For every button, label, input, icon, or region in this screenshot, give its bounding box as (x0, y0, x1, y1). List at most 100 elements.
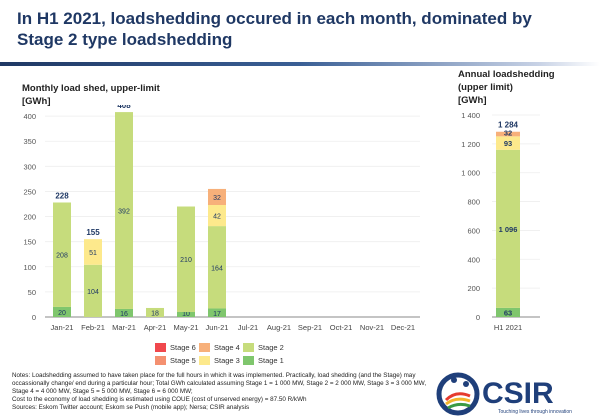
notes-cost: Cost to the economy of load shedding is … (12, 396, 307, 403)
y-tick-label: 1 400 (461, 111, 480, 120)
bar-segment-stage-2 (208, 226, 226, 309)
total-label: 1 284 (498, 121, 519, 130)
bar-segment-stage-1 (53, 306, 71, 317)
monthly-chart-unit: [GWh] (22, 96, 51, 107)
legend-swatch (243, 343, 254, 352)
legend-label: Stage 4 (214, 343, 240, 352)
y-tick-label: 1 200 (461, 140, 480, 149)
legend-swatch (155, 343, 166, 352)
legend-label: Stage 6 (170, 343, 196, 352)
x-tick-label: Jul-21 (238, 323, 258, 332)
data-label: 210 (180, 257, 192, 264)
logo-emblem-icon (436, 372, 480, 416)
data-label: 51 (89, 250, 97, 257)
bar-segment-stage-3 (208, 205, 226, 227)
x-tick-label: Sep-21 (298, 323, 322, 332)
x-tick-label: Mar-21 (112, 323, 136, 332)
y-tick-label: 400 (467, 255, 480, 264)
y-tick-label: 200 (23, 213, 36, 222)
bar-segment-stage-2 (115, 112, 133, 309)
y-tick-label: 100 (23, 263, 36, 272)
legend-item: Stage 1 (243, 356, 287, 365)
y-tick-label: 1 000 (461, 169, 480, 178)
data-label: 16 (120, 311, 128, 318)
total-label: 408 (117, 105, 131, 110)
x-tick-label: Nov-21 (360, 323, 384, 332)
y-tick-label: 250 (23, 187, 36, 196)
x-tick-label: Dec-21 (391, 323, 415, 332)
legend-swatch (199, 343, 210, 352)
notes-sources: Sources: Eskom Twitter account; Eskom se… (12, 404, 250, 411)
bar-segment-stage-2 (84, 264, 102, 317)
monthly-chart-title-text: Monthly load shed, upper-limit (22, 83, 160, 94)
bar-segment-stage-4 (208, 188, 226, 206)
csir-logo: CSIR Touching lives through innovation (436, 372, 572, 416)
y-tick-label: 150 (23, 238, 36, 247)
legend-swatch (243, 356, 254, 365)
data-label: 164 (211, 265, 223, 272)
data-label: 93 (504, 139, 512, 148)
notes-assumptions: Notes: Loadshedding assumed to have take… (12, 372, 427, 395)
y-tick-label: 300 (23, 162, 36, 171)
y-tick-label: 200 (467, 284, 480, 293)
y-tick-label: 800 (467, 198, 480, 207)
bar-segment-stage-2 (177, 206, 195, 312)
legend-item: Stage 4 (199, 343, 243, 352)
bar-segment-stage-2 (53, 202, 71, 307)
data-label: 63 (504, 308, 512, 317)
x-tick-label: Aug-21 (267, 323, 291, 332)
annual-chart-unit: [GWh] (458, 95, 487, 106)
bar-segment-stage-2 (146, 307, 164, 317)
data-label: 1 096 (499, 225, 518, 234)
legend-item: Stage 3 (199, 356, 243, 365)
legend-item: Stage 5 (155, 356, 199, 365)
y-tick-label: 400 (23, 112, 36, 121)
x-tick-label: H1 2021 (494, 323, 522, 332)
data-label: 17 (213, 311, 221, 318)
data-label: 104 (87, 289, 99, 296)
logo-tagline: Touching lives through innovation (498, 409, 572, 415)
legend-label: Stage 1 (258, 356, 284, 365)
data-label: 392 (118, 209, 130, 216)
x-tick-label: Jan-21 (51, 323, 74, 332)
monthly-chart: 05010015020025030035040045020208228Jan-2… (23, 105, 420, 332)
data-label: 42 (213, 214, 221, 221)
x-tick-label: Feb-21 (81, 323, 105, 332)
bar-segment-stage-1 (208, 308, 226, 317)
x-tick-label: Apr-21 (144, 323, 167, 332)
data-label: 10 (182, 311, 190, 318)
legend-item: Stage 6 (155, 343, 199, 352)
bar-segment-stage-1 (496, 307, 520, 317)
bar-segment-stage-4 (496, 131, 520, 137)
total-label: 228 (55, 191, 69, 200)
bar-segment-stage-2 (496, 149, 520, 308)
legend: Stage 6 Stage 4 Stage 2 Stage 5 Stage 3 … (155, 343, 287, 365)
y-tick-label: 350 (23, 137, 36, 146)
annual-chart-title-text: Annual loadshedding (upper limit) (458, 69, 555, 93)
data-label: 208 (56, 253, 68, 260)
notes: Notes: Loadshedding assumed to have take… (12, 372, 432, 412)
logo-wordmark: CSIR (482, 377, 554, 410)
monthly-chart-title: Monthly load shed, upper-limit [GWh] (22, 82, 160, 108)
x-tick-label: May-21 (173, 323, 198, 332)
data-label: 20 (58, 310, 66, 317)
legend-label: Stage 2 (258, 343, 284, 352)
y-tick-label: 0 (476, 313, 480, 322)
y-tick-label: 0 (32, 313, 36, 322)
data-label: 32 (213, 195, 221, 202)
bar-segment-stage-1 (115, 308, 133, 317)
bar-segment-stage-3 (496, 136, 520, 150)
y-tick-label: 600 (467, 226, 480, 235)
data-label: 18 (151, 310, 159, 317)
bar-segment-stage-3 (84, 239, 102, 265)
legend-label: Stage 5 (170, 356, 196, 365)
annual-chart: 0 200 400 600 800 1 000 1 200 1 400 63 1 096 93 321… (461, 111, 540, 332)
total-label: 155 (86, 228, 100, 237)
annual-chart-title: Annual loadshedding (upper limit) [GWh] (458, 68, 568, 107)
legend-label: Stage 3 (214, 356, 240, 365)
bar-segment-stage-1 (177, 311, 195, 317)
slide-title: In H1 2021, loadshedding occured in each… (17, 9, 532, 49)
x-tick-label: Jun-21 (206, 323, 229, 332)
x-tick-label: Oct-21 (330, 323, 353, 332)
